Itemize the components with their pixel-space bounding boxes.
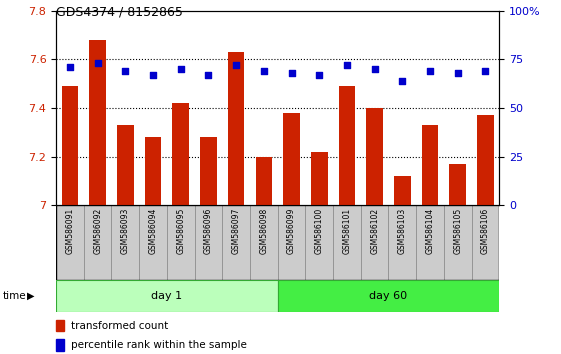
Point [370, 66, 379, 72]
Text: GSM586105: GSM586105 [453, 207, 462, 254]
Point [93, 60, 102, 66]
Point [176, 66, 185, 72]
Bar [333, 205, 361, 280]
Text: GSM586096: GSM586096 [204, 207, 213, 254]
Text: GSM586099: GSM586099 [287, 207, 296, 254]
Point [398, 78, 407, 84]
Text: day 60: day 60 [370, 291, 407, 301]
Bar [255, 156, 272, 205]
Bar [139, 205, 167, 280]
Point [204, 72, 213, 78]
Bar [472, 205, 499, 280]
Bar [56, 205, 84, 280]
Text: GSM586098: GSM586098 [259, 207, 268, 254]
Point [453, 70, 462, 76]
Bar [444, 205, 472, 280]
Text: GSM586106: GSM586106 [481, 207, 490, 254]
Bar [56, 320, 64, 331]
Bar [394, 176, 411, 205]
Text: time: time [3, 291, 26, 301]
Bar [366, 108, 383, 205]
Bar [56, 339, 64, 351]
Text: GSM586091: GSM586091 [66, 207, 75, 254]
Bar [172, 103, 189, 205]
Point [149, 72, 158, 78]
Bar [422, 125, 438, 205]
Bar [416, 205, 444, 280]
Bar [200, 137, 217, 205]
Bar [62, 86, 78, 205]
Text: GDS4374 / 8152865: GDS4374 / 8152865 [56, 5, 183, 18]
Point [232, 62, 241, 68]
Bar [145, 137, 162, 205]
Bar [477, 115, 494, 205]
Text: GSM586104: GSM586104 [426, 207, 435, 254]
Text: GSM586100: GSM586100 [315, 207, 324, 254]
Text: GSM586092: GSM586092 [93, 207, 102, 254]
Text: GSM586097: GSM586097 [232, 207, 241, 254]
Text: percentile rank within the sample: percentile rank within the sample [71, 340, 247, 350]
Bar [449, 164, 466, 205]
Bar [228, 52, 245, 205]
Text: day 1: day 1 [151, 291, 182, 301]
Bar [250, 205, 278, 280]
Bar [305, 205, 333, 280]
Bar [278, 280, 499, 312]
Text: GSM586103: GSM586103 [398, 207, 407, 254]
Bar [283, 113, 300, 205]
Point [481, 68, 490, 74]
Bar [117, 125, 134, 205]
Text: GSM586101: GSM586101 [342, 207, 351, 254]
Bar [56, 280, 278, 312]
Bar [311, 152, 328, 205]
Point [287, 70, 296, 76]
Bar [84, 205, 112, 280]
Bar [339, 86, 355, 205]
Bar [388, 205, 416, 280]
Bar [89, 40, 106, 205]
Point [66, 64, 75, 70]
Bar [361, 205, 388, 280]
Bar [222, 205, 250, 280]
Point [121, 68, 130, 74]
Point [259, 68, 268, 74]
Bar [112, 205, 139, 280]
Text: GSM586102: GSM586102 [370, 207, 379, 254]
Text: ▶: ▶ [27, 291, 34, 301]
Point [342, 62, 351, 68]
Bar [278, 205, 305, 280]
Point [426, 68, 435, 74]
Bar [195, 205, 222, 280]
Point [315, 72, 324, 78]
Text: GSM586094: GSM586094 [149, 207, 158, 254]
Text: GSM586093: GSM586093 [121, 207, 130, 254]
Text: GSM586095: GSM586095 [176, 207, 185, 254]
Bar [167, 205, 195, 280]
Text: transformed count: transformed count [71, 321, 168, 331]
